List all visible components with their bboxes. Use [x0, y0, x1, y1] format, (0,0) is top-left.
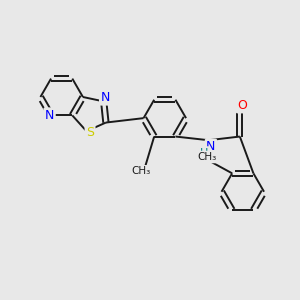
Text: N: N: [100, 91, 110, 104]
Text: S: S: [86, 126, 94, 139]
Text: CH₃: CH₃: [197, 152, 216, 162]
Text: N: N: [45, 109, 54, 122]
Text: N: N: [206, 140, 216, 153]
Text: CH₃: CH₃: [131, 166, 151, 176]
Text: O: O: [237, 99, 247, 112]
Text: H: H: [200, 148, 208, 158]
